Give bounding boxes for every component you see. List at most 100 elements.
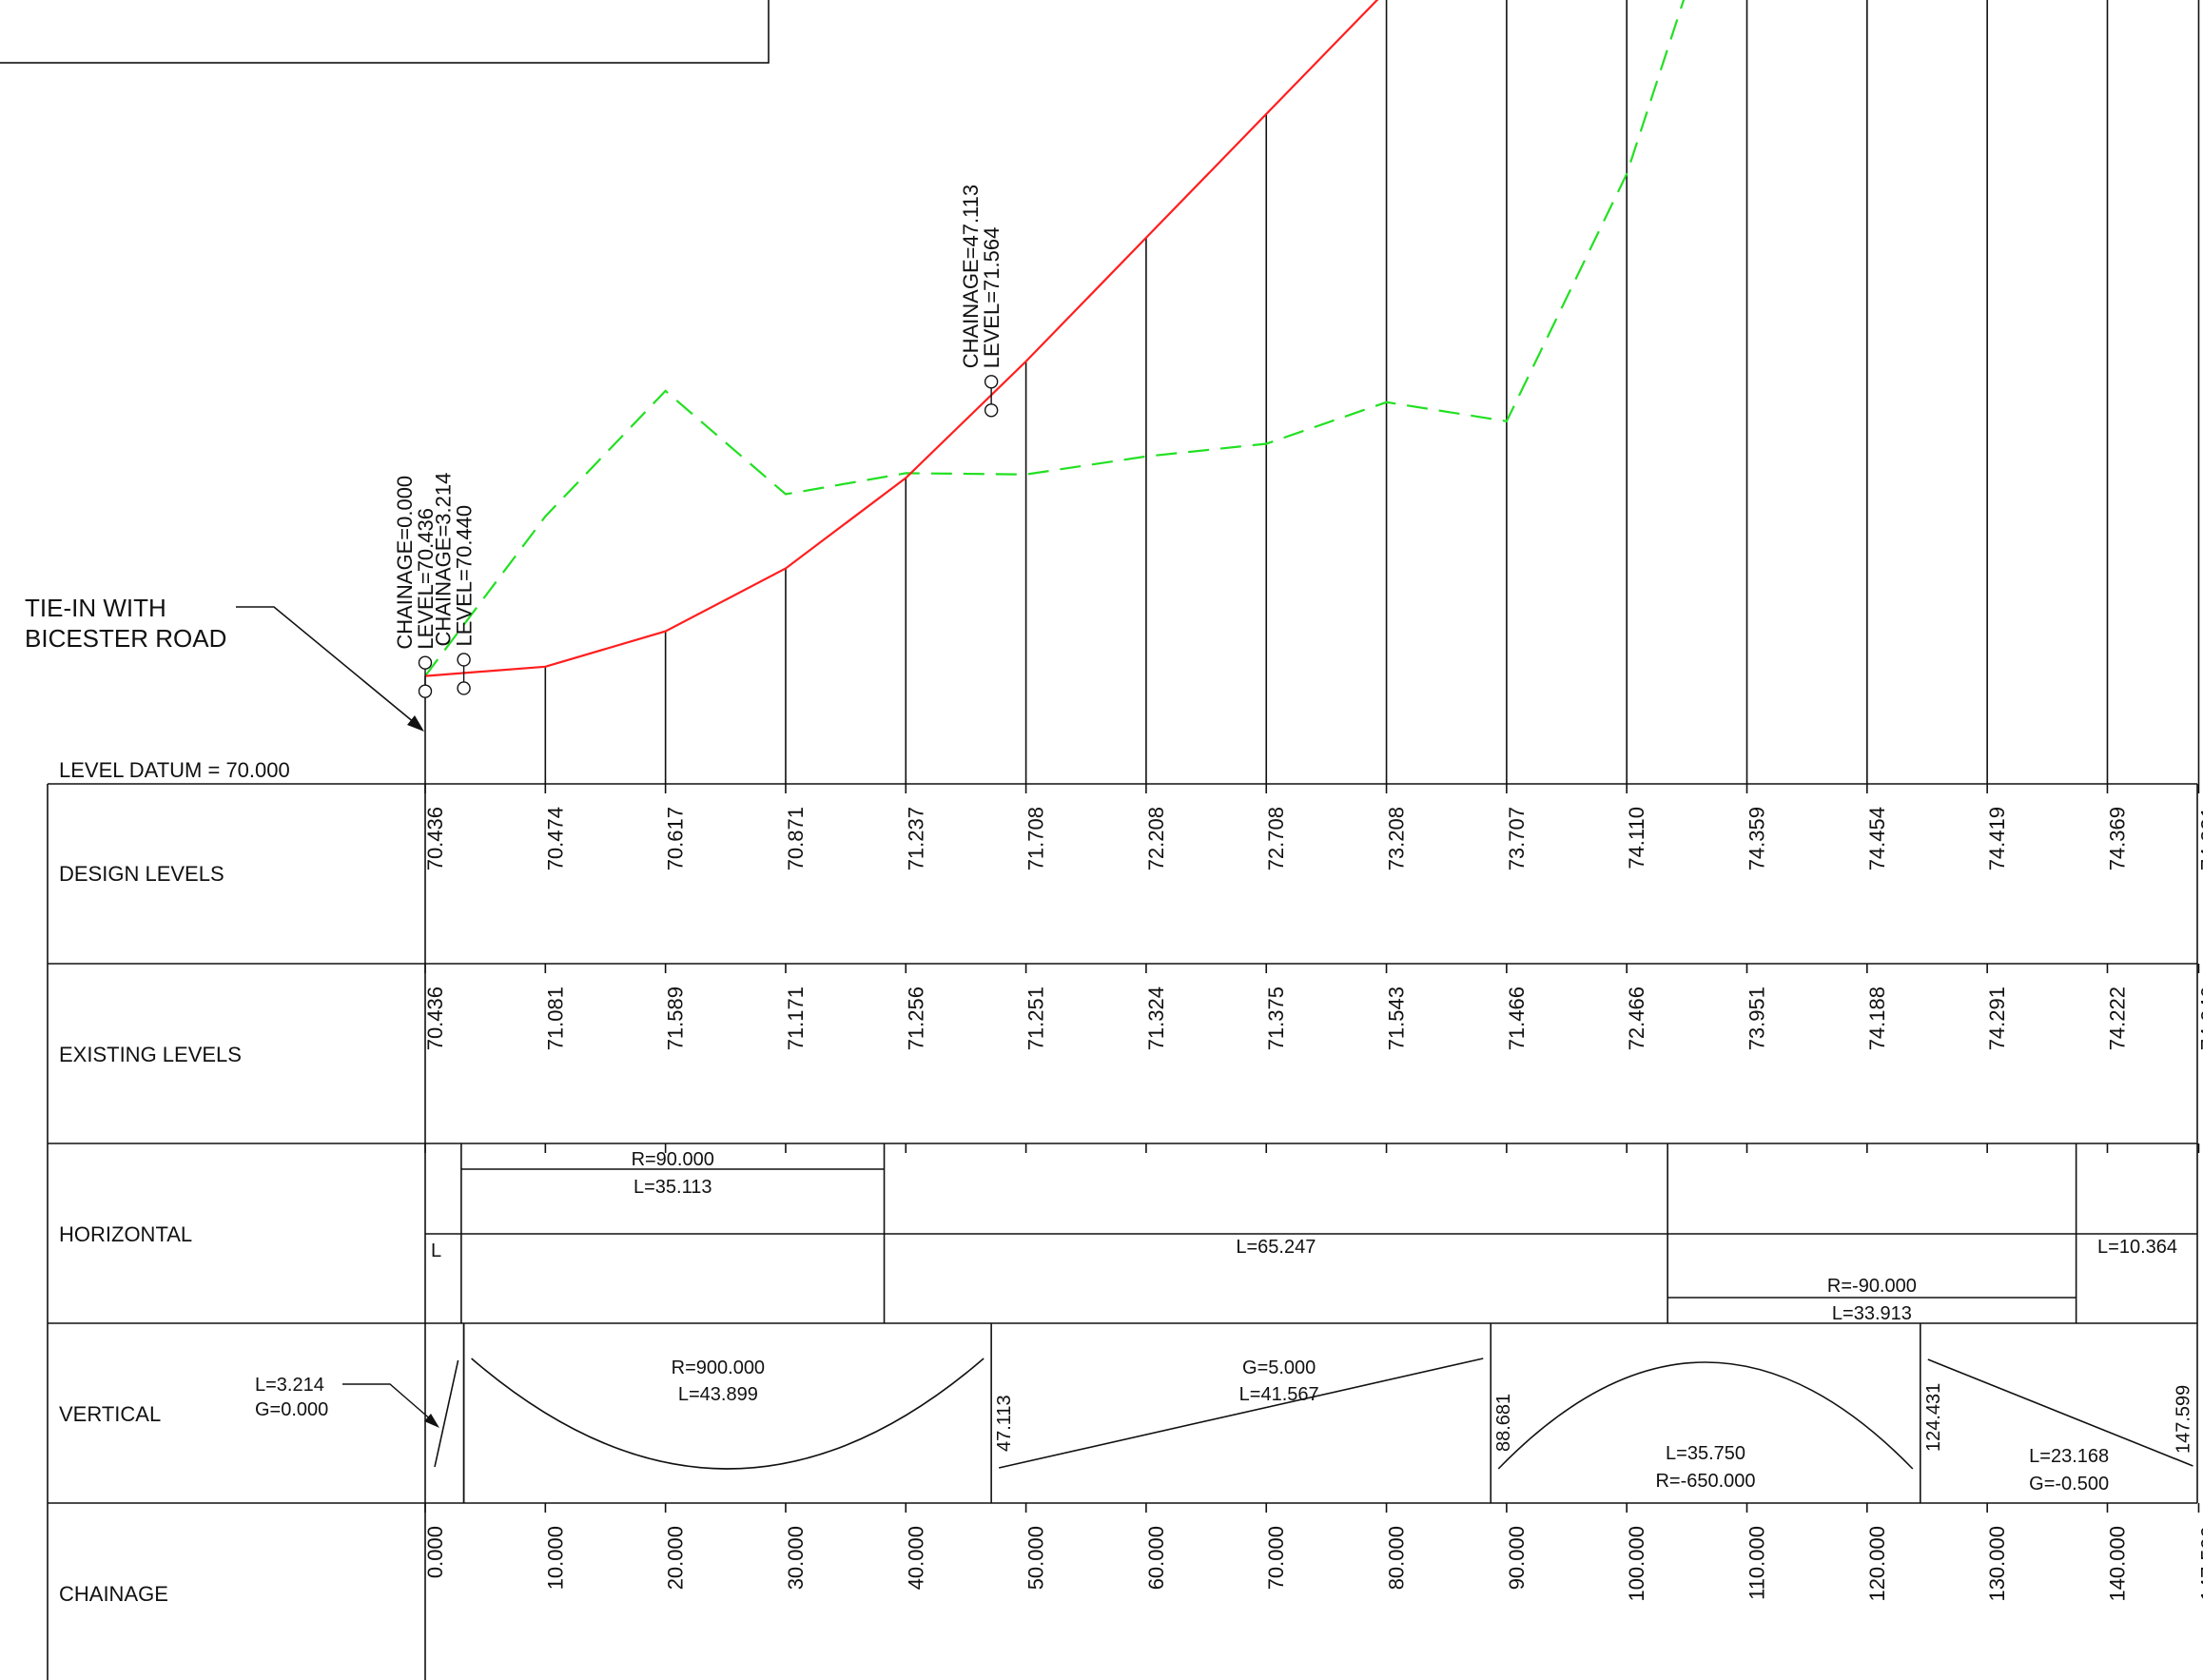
design-level-value: 71.237 <box>904 807 927 870</box>
horizontal-alignment-band: L R=90.000 L=35.113 L=65.247 R=-90.000 L=33.9… <box>425 1143 2197 1324</box>
existing-level-value: 71.256 <box>904 987 927 1050</box>
chainage-value: 140.000 <box>2105 1526 2129 1602</box>
existing-level-value: 71.466 <box>1505 987 1529 1050</box>
profile-lines <box>424 0 1686 677</box>
existing-level-value: 70.436 <box>423 987 447 1050</box>
design-level-value: 73.208 <box>1385 807 1409 870</box>
vip-circle <box>984 403 999 418</box>
grade-length: L=3.214 <box>255 1375 324 1396</box>
chainage-value: 110.000 <box>1745 1526 1769 1600</box>
design-level-value: 73.707 <box>1505 807 1529 870</box>
tie-in-arrowhead <box>407 715 424 732</box>
vip-level-label: LEVEL=71.564 <box>980 227 1004 369</box>
vip-chainage-label: CHAINAGE=47.113 <box>959 185 983 368</box>
horizontal-straight-label: L=10.364 <box>2097 1237 2177 1258</box>
existing-level-value: 71.251 <box>1024 987 1048 1050</box>
design-level-value: 70.436 <box>423 807 447 870</box>
existing-level-value: 74.222 <box>2105 987 2129 1050</box>
grade-length: L=23.168 <box>2029 1446 2109 1467</box>
vip-circle <box>457 653 471 667</box>
row-label-vertical: VERTICAL <box>59 1402 161 1426</box>
chainage-value: 20.000 <box>664 1526 688 1590</box>
chainage-value: 0.000 <box>423 1526 447 1578</box>
chainage-value: 80.000 <box>1385 1526 1409 1590</box>
vertical-curve-length: L=43.899 <box>678 1384 758 1405</box>
design-level-value: 71.708 <box>1024 807 1048 870</box>
ordinate-lines <box>424 0 2200 1513</box>
grade-leader-arrowhead <box>424 1414 439 1428</box>
existing-level-value: 71.543 <box>1385 987 1409 1050</box>
title-block-frame <box>0 0 770 64</box>
level-datum-label: LEVEL DATUM = 70.000 <box>59 758 290 782</box>
design-level-value: 70.871 <box>784 807 808 870</box>
vip-level-label: LEVEL=70.436 <box>414 508 438 650</box>
vertical-curve-radius: R=-650.000 <box>1655 1471 1755 1492</box>
vip-markers: CHAINAGE=0.000LEVEL=70.436CHAINAGE=3.214… <box>393 185 1004 698</box>
vertical-curve-length: L=35.750 <box>1666 1443 1745 1464</box>
chainage-value: 90.000 <box>1505 1526 1529 1590</box>
grade-value: G=-0.500 <box>2029 1474 2109 1494</box>
horizontal-curve-length: L=33.913 <box>1832 1303 1912 1324</box>
horizontal-curve-radius: R=90.000 <box>632 1149 714 1170</box>
crest-curve <box>1497 1361 1914 1470</box>
vip-chainage-label: CHAINAGE=3.214 <box>432 473 456 647</box>
chainage-value: 50.000 <box>1024 1526 1048 1590</box>
design-level-value: 74.359 <box>1745 807 1769 870</box>
design-level-value: 72.708 <box>1264 807 1288 870</box>
row-label-design: DESIGN LEVELS <box>59 862 224 886</box>
chainage-value: 10.000 <box>543 1526 567 1590</box>
vertical-curve-radius: R=900.000 <box>672 1358 765 1378</box>
grade-line <box>434 1359 459 1468</box>
design-level-value: 72.208 <box>1144 807 1168 870</box>
design-level-value: 74.369 <box>2105 807 2129 870</box>
vip-circle <box>418 655 433 670</box>
horizontal-curve-radius: R=-90.000 <box>1827 1276 1917 1297</box>
vertical-station-label: 47.113 <box>994 1395 1015 1452</box>
chainage-value: 70.000 <box>1264 1526 1288 1590</box>
vip-circle <box>457 681 471 695</box>
chainage-value: 147.599 <box>2196 1526 2203 1602</box>
grade-value: G=5.000 <box>1242 1358 1316 1378</box>
design-level-value: 74.419 <box>1985 807 2009 870</box>
design-level-value: 74.454 <box>1865 807 1889 870</box>
existing-level-value: 71.375 <box>1264 987 1288 1050</box>
row-label-existing: EXISTING LEVELS <box>59 1043 242 1066</box>
design-level-value: 74.331 <box>2196 807 2203 870</box>
band-table <box>47 783 2198 1680</box>
row-label-chainage: CHAINAGE <box>59 1582 168 1606</box>
design-level-value: 70.617 <box>664 807 688 870</box>
existing-level-value: 74.291 <box>1985 987 2009 1050</box>
existing-level-value: 73.951 <box>1745 987 1769 1050</box>
grade-length: L=41.567 <box>1239 1384 1319 1405</box>
grade-value: G=0.000 <box>255 1399 328 1420</box>
chainage-value: 60.000 <box>1144 1526 1168 1590</box>
existing-level-value: 72.466 <box>1625 987 1648 1050</box>
vip-level-label: LEVEL=70.440 <box>453 505 477 647</box>
vertical-station-label: 124.431 <box>1923 1383 1944 1452</box>
tie-in-label-line2: BICESTER ROAD <box>25 624 226 653</box>
vertical-alignment-band: L=3.214 G=0.000 R=900.000 L=43.899 G=5.000 L=… <box>255 1323 2193 1503</box>
horizontal-straight-label: L=65.247 <box>1236 1237 1316 1258</box>
horizontal-straight-label: L <box>431 1240 441 1261</box>
design-level-value: 74.110 <box>1625 807 1648 869</box>
chainage-value: 30.000 <box>784 1526 808 1590</box>
band-values: 70.436 70.474 70.617 70.871 71.237 71.708 72.2… <box>423 807 2203 1602</box>
tie-in-leader <box>236 606 416 724</box>
vip-circle <box>984 375 999 389</box>
existing-level-value: 71.324 <box>1144 987 1168 1050</box>
vertical-station-label: 88.681 <box>1493 1394 1514 1452</box>
existing-level-value: 71.081 <box>543 987 567 1050</box>
sag-curve <box>471 1358 985 1470</box>
row-label-horizontal: HORIZONTAL <box>59 1222 192 1246</box>
chainage-value: 40.000 <box>904 1526 927 1590</box>
design-levels-line <box>424 0 1379 677</box>
tie-in-label-line1: TIE-IN WITH <box>25 594 166 622</box>
design-level-value: 70.474 <box>543 807 567 870</box>
grade-line <box>1927 1358 2193 1467</box>
chainage-value: 120.000 <box>1865 1526 1889 1602</box>
existing-level-value: 71.171 <box>784 987 808 1050</box>
chainage-value: 100.000 <box>1625 1526 1648 1602</box>
existing-level-value: 74.246 <box>2196 987 2203 1050</box>
vip-chainage-label: CHAINAGE=0.000 <box>393 476 417 650</box>
